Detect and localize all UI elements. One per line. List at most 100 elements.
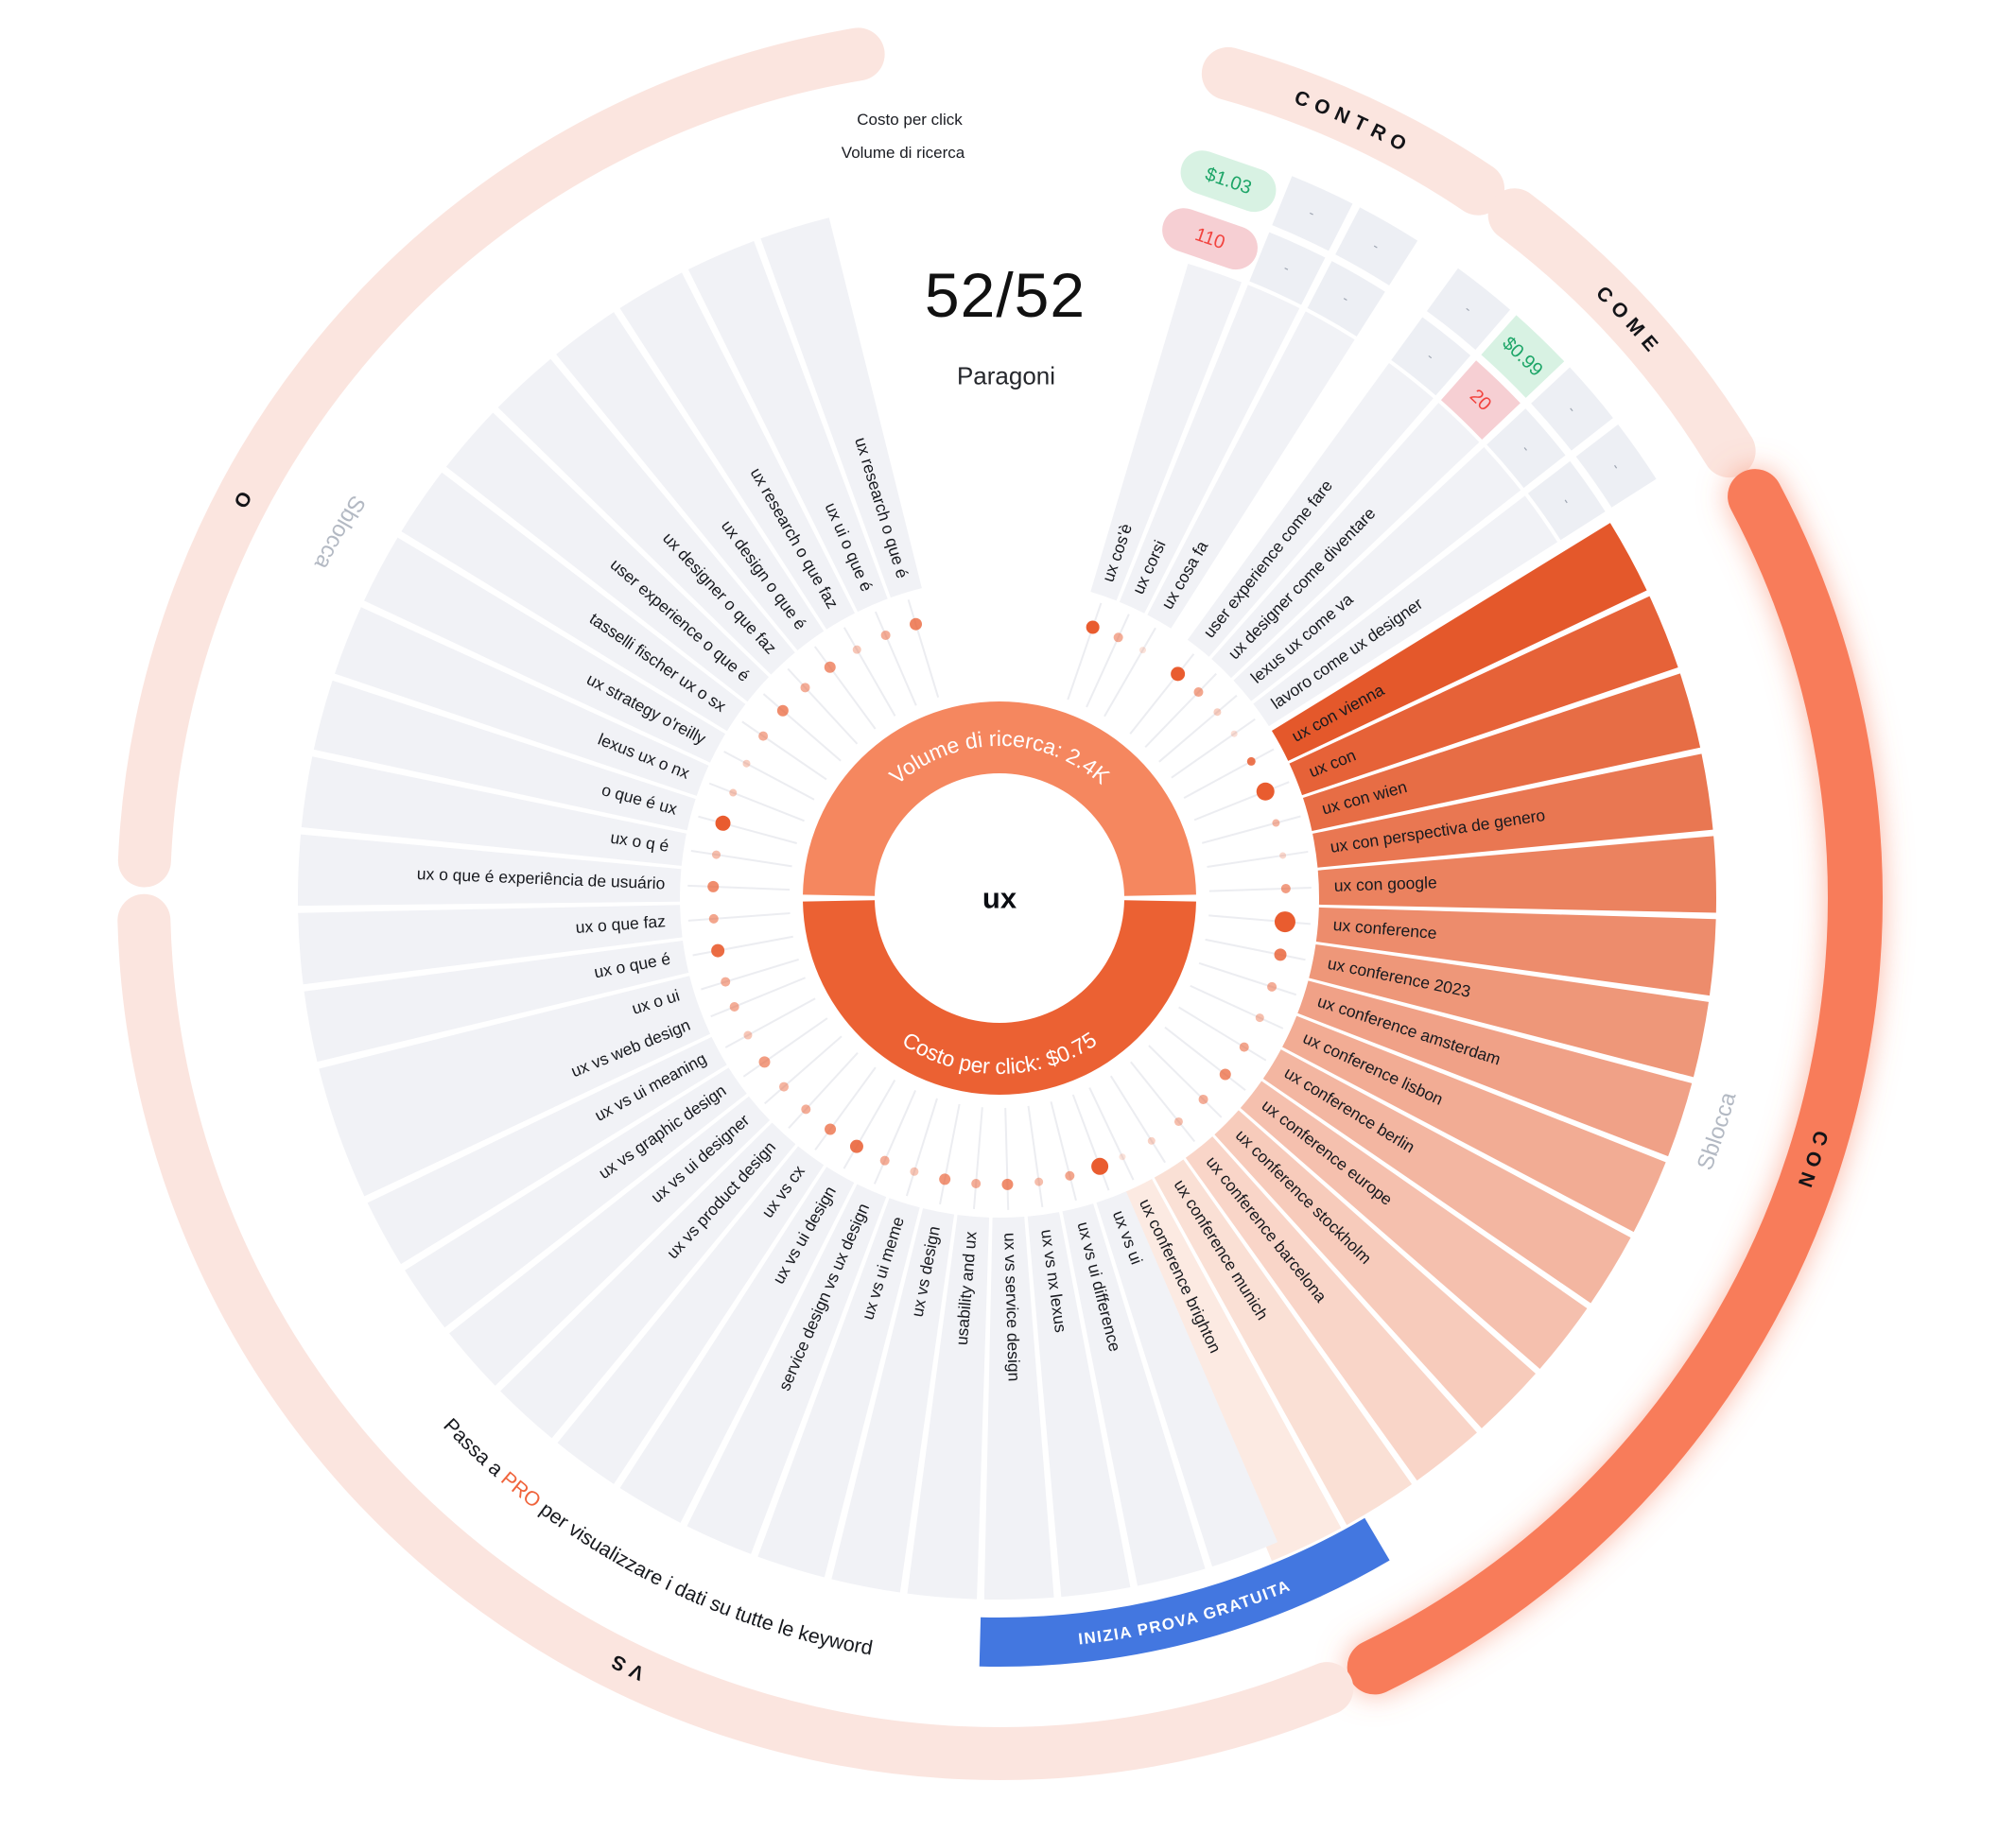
keyword-wedge[interactable] <box>619 272 855 630</box>
volume-badge <box>1162 208 1258 270</box>
keyword-wedge[interactable] <box>1312 753 1713 868</box>
keyword-wedge[interactable] <box>449 1096 771 1386</box>
volume-dot <box>779 1081 790 1092</box>
volume-dots <box>707 617 1295 1190</box>
keyword-wedge[interactable] <box>298 905 683 985</box>
volume-dot <box>715 815 731 831</box>
keyword-wedge[interactable] <box>1262 1049 1631 1304</box>
cpc-cell <box>1575 424 1657 508</box>
volume-dot <box>1267 981 1277 992</box>
keyword-wedge[interactable] <box>301 756 686 866</box>
keyword-wedge[interactable] <box>1214 1110 1537 1428</box>
keyword-wedge[interactable] <box>1309 943 1710 1078</box>
keyword-wedge[interactable] <box>907 1215 990 1600</box>
volume-dot <box>910 1167 919 1176</box>
keyword-wedge[interactable] <box>1187 363 1434 657</box>
keyword-wedge[interactable] <box>364 537 726 763</box>
keyword-wedge[interactable] <box>686 1184 887 1554</box>
section-arc-o[interactable] <box>117 27 885 888</box>
volume-dot <box>1086 620 1100 634</box>
volume-dot <box>776 704 789 717</box>
volume-column-label: Volume di ricerca <box>841 144 965 162</box>
keyword-wedge[interactable] <box>338 1004 711 1197</box>
keyword-wedge[interactable] <box>1211 403 1480 679</box>
volume-dot <box>1239 1042 1249 1052</box>
keyword-wedge[interactable] <box>831 1208 955 1593</box>
volume-dot <box>1219 1068 1231 1081</box>
keyword-wedge[interactable] <box>1271 523 1647 761</box>
keyword-wedge[interactable] <box>760 217 922 598</box>
keyword-wedge[interactable] <box>983 1216 1054 1600</box>
volume-dot <box>1091 1157 1109 1175</box>
cpc-cell <box>1531 367 1613 451</box>
keyword-wedge[interactable] <box>556 312 825 651</box>
section-arc-vs[interactable] <box>117 893 1354 1780</box>
cpc-badge <box>1180 150 1277 213</box>
keyword-wedge[interactable] <box>1315 907 1716 996</box>
volume-dot <box>707 880 720 892</box>
volume-dot <box>1213 708 1222 717</box>
counter-caption: Paragoni <box>956 361 1056 390</box>
volume-dot <box>1113 632 1123 643</box>
volume-dot <box>1139 647 1146 654</box>
keyword-wedge[interactable] <box>401 472 746 732</box>
keyword-wedge[interactable] <box>304 940 689 1063</box>
keyword-wedge[interactable] <box>1121 1179 1342 1562</box>
keyword-wedge[interactable] <box>335 607 709 796</box>
keyword-wedge[interactable] <box>367 1036 727 1265</box>
volume-dot <box>1147 1136 1156 1145</box>
keyword-label[interactable]: ux con google <box>1333 873 1437 895</box>
keyword-wedge[interactable] <box>757 1198 920 1578</box>
section-arc-con[interactable] <box>1347 469 1883 1695</box>
volume-dot <box>800 683 810 693</box>
center-keyword: ux <box>982 882 1017 915</box>
volume-cell-value: - <box>1281 260 1293 277</box>
keyword-wedge[interactable] <box>1154 1159 1413 1526</box>
keyword-wedge[interactable] <box>1253 495 1558 727</box>
keyword-wedge[interactable] <box>1297 980 1693 1157</box>
keyword-wedge[interactable] <box>1185 1136 1477 1481</box>
unlock-link-con[interactable]: Sblocca <box>1693 1089 1742 1174</box>
volume-dot <box>1274 948 1287 961</box>
keyword-wedge[interactable] <box>313 680 696 831</box>
volume-cell <box>1527 460 1606 541</box>
keyword-wedge[interactable] <box>1147 311 1355 629</box>
keyword-wedge[interactable] <box>1119 285 1300 614</box>
volume-dot <box>801 1104 811 1115</box>
volume-dot <box>712 850 721 859</box>
keyword-wedge[interactable] <box>1240 1081 1588 1369</box>
cta-button-band[interactable] <box>979 1517 1390 1667</box>
keyword-wedge[interactable] <box>405 1067 747 1328</box>
section-arc-come[interactable] <box>1487 188 1756 478</box>
volume-dot <box>1230 730 1238 737</box>
keyword-wedge[interactable] <box>1317 836 1716 913</box>
keyword-wedge[interactable] <box>557 1146 825 1484</box>
volume-dot <box>1034 1177 1044 1186</box>
volume-cell <box>1440 360 1521 440</box>
section-arc-contro[interactable] <box>1201 46 1505 216</box>
keyword-wedge[interactable] <box>1027 1212 1131 1598</box>
keyword-wedge[interactable] <box>1289 596 1678 796</box>
volume-dot <box>852 645 861 654</box>
volume-dot <box>729 788 738 797</box>
keyword-wedge[interactable] <box>1282 1015 1666 1233</box>
keyword-label[interactable]: ux vs service design <box>1000 1233 1023 1382</box>
keyword-wedge[interactable] <box>619 1167 855 1523</box>
keyword-wedge[interactable] <box>687 240 888 613</box>
volume-dot <box>1255 1013 1264 1023</box>
keyword-wedge[interactable] <box>1090 263 1242 601</box>
unlock-link-o[interactable]: Sblocca <box>309 491 371 574</box>
keyword-wedge[interactable] <box>319 976 700 1137</box>
keyword-wedge[interactable] <box>1062 1203 1206 1586</box>
keyword-wedge[interactable] <box>1233 447 1521 701</box>
keyword-wedge[interactable] <box>298 834 682 907</box>
keyword-wedge[interactable] <box>1302 673 1701 831</box>
volume-dot <box>849 1139 863 1153</box>
keyword-wedge[interactable] <box>445 412 770 702</box>
keyword-wedge[interactable] <box>500 1122 796 1439</box>
keyword-wedge[interactable] <box>1096 1191 1278 1567</box>
keyword-wedge[interactable] <box>497 358 795 675</box>
volume-cell <box>1307 261 1385 337</box>
